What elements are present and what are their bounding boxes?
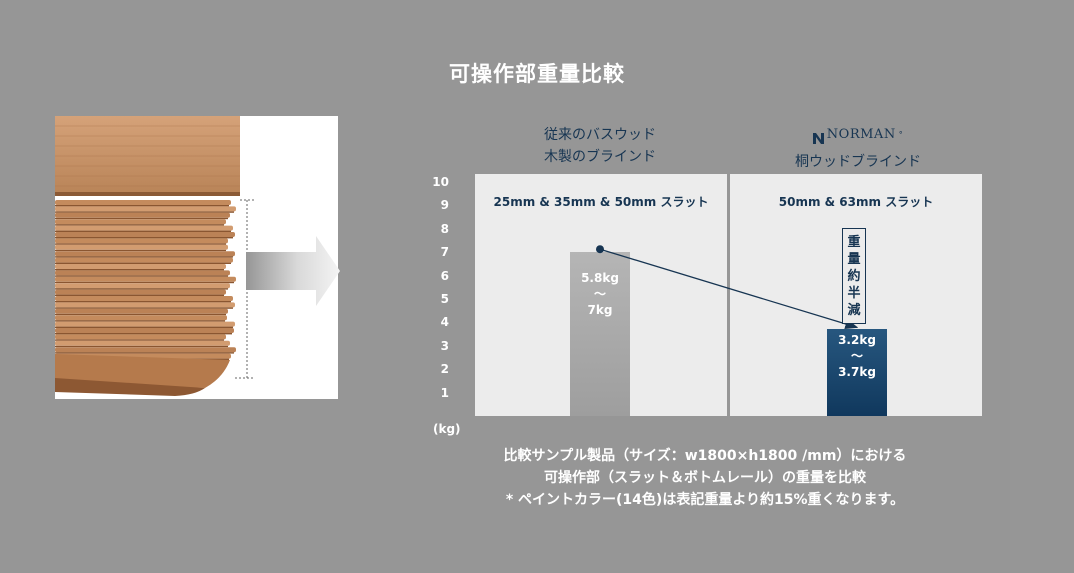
- footnotes: 比較サンプル製品（サイズ：w1800×h1800 /mm）における 可操作部（ス…: [420, 445, 990, 511]
- column-heading-basswood: 従来のバスウッド 木製のブラインド: [475, 124, 725, 168]
- slat: [55, 283, 230, 289]
- slat-shadow: [55, 294, 224, 296]
- y-tick-label: 7: [440, 245, 449, 260]
- column-heading-norman: NORMAN ° 桐ウッドブラインド: [734, 124, 982, 173]
- bar-label-min: 5.8kg: [581, 271, 619, 286]
- slat-shadow: [55, 307, 233, 309]
- note-line: * ペイントカラー(14色)は表記重量より約15%重くなります。: [505, 492, 905, 508]
- note-line: 比較サンプル製品（サイズ：w1800×h1800 /mm）における: [503, 448, 907, 464]
- slat-shadow: [55, 262, 231, 264]
- slat-shadow: [55, 288, 228, 290]
- y-tick-label: 8: [440, 221, 449, 236]
- y-axis-unit: (kg): [433, 422, 461, 436]
- slat: [55, 328, 234, 333]
- bar-label-sep: 〜: [593, 287, 606, 302]
- badge-char: 量: [847, 251, 861, 267]
- slat-size-label: 50mm & 63mm スラット: [778, 195, 934, 209]
- page-title: 可操作部重量比較: [449, 62, 625, 86]
- slat-shadow: [55, 352, 234, 354]
- slat: [55, 340, 230, 346]
- slat-shadow: [55, 224, 224, 226]
- slat: [55, 308, 228, 314]
- comparison-line: [599, 248, 859, 329]
- heading-line: 従来のバスウッド: [544, 127, 656, 143]
- slat: [55, 251, 235, 257]
- slat-shadow: [55, 345, 228, 348]
- y-tick-label: 4: [440, 315, 449, 330]
- slat: [55, 232, 235, 237]
- slat: [55, 264, 226, 269]
- slat: [55, 296, 233, 301]
- bar-label-min: 3.2kg: [838, 333, 876, 348]
- slat-shadow: [55, 211, 234, 213]
- slat: [55, 270, 230, 276]
- y-tick-label: 5: [440, 292, 449, 306]
- heading-line: 桐ウッドブラインド: [795, 153, 921, 170]
- slat: [55, 315, 227, 321]
- slat-shadow: [55, 320, 225, 322]
- slat-shadow: [55, 339, 224, 341]
- slat-size-label: 25mm & 35mm & 50mm スラット: [493, 195, 709, 209]
- slat-shadow: [55, 237, 233, 239]
- badge-char: 重: [847, 234, 861, 250]
- y-tick-label: 6: [440, 268, 449, 283]
- note-line: 可操作部（スラット＆ボトムレール）の重量を比較: [544, 470, 866, 486]
- y-tick-label: 2: [440, 362, 449, 377]
- badge-char: 半: [847, 285, 861, 301]
- bar-label-max: 3.7kg: [838, 365, 876, 380]
- y-tick-label: 10: [432, 175, 449, 189]
- slat-shadow: [55, 256, 233, 258]
- slat: [55, 257, 233, 263]
- weight-halved-badge: 重量約半減: [842, 228, 866, 324]
- y-tick-label: 3: [440, 338, 449, 353]
- slat-shadow: [55, 230, 231, 232]
- slat: [55, 321, 235, 327]
- badge-char: 減: [847, 302, 861, 318]
- norman-logo-text: NORMAN: [826, 127, 896, 142]
- slat: [55, 238, 228, 244]
- slat-shadow: [55, 281, 234, 284]
- slat: [55, 334, 226, 340]
- slat: [55, 200, 231, 205]
- slat-shadow: [55, 275, 228, 277]
- bar-basswood: 5.8kg 〜 7kg: [570, 252, 630, 416]
- slat-shadow: [55, 243, 226, 245]
- norman-logo-mark: °: [898, 130, 904, 139]
- bar-label-max: 7kg: [587, 303, 613, 318]
- slat: [55, 219, 226, 225]
- slat-shadow: [55, 217, 228, 220]
- slat: [55, 302, 235, 308]
- slat: [55, 244, 228, 250]
- slat: [55, 289, 226, 295]
- slat-shadow: [55, 249, 226, 252]
- norman-logo: NORMAN °: [812, 124, 904, 146]
- slat: [55, 276, 236, 282]
- slat: [55, 206, 236, 212]
- bar-label-sep: 〜: [850, 349, 863, 364]
- arrow-right-icon: [246, 236, 340, 310]
- bar-norman: 3.2kg 〜 3.7kg: [827, 329, 887, 416]
- norman-mark-icon: [812, 130, 824, 144]
- y-tick-label: 9: [440, 198, 449, 213]
- slat: [55, 347, 236, 353]
- slat-shadow: [55, 326, 233, 328]
- slat: [55, 225, 233, 231]
- slat-shadow: [55, 313, 226, 316]
- heading-line: 木製のブラインド: [544, 149, 656, 165]
- slat-shadow: [55, 205, 229, 207]
- y-axis: 1 2 3 4 5 6 7 8 9 10: [425, 174, 465, 434]
- slat-shadow: [55, 269, 224, 271]
- y-tick-label: 1: [440, 385, 449, 400]
- slat-shadow: [55, 301, 231, 303]
- slat-shadow: [55, 333, 232, 335]
- slat: [55, 212, 230, 218]
- badge-char: 約: [847, 268, 861, 284]
